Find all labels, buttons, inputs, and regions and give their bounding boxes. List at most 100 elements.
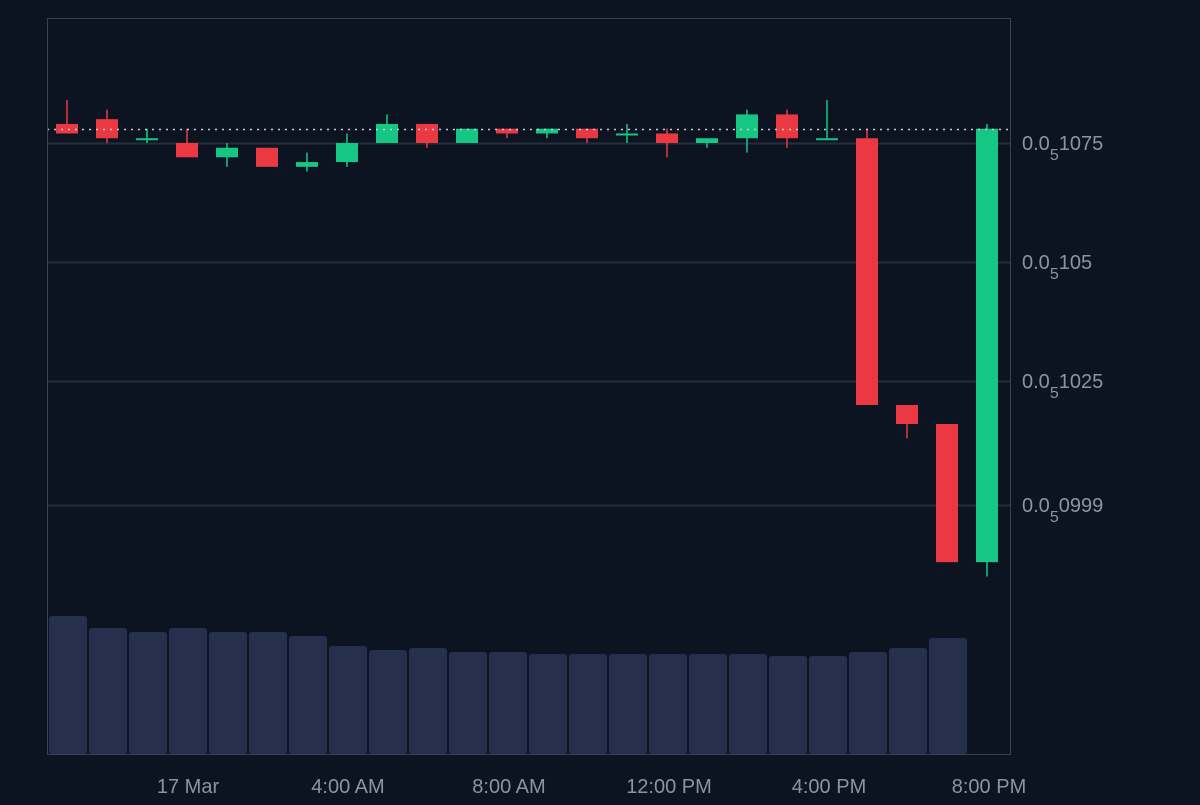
- y-tick-prefix: 0.0: [1022, 133, 1050, 155]
- y-tick-label: 0.05105: [1022, 252, 1092, 283]
- volume-bar: [729, 654, 767, 754]
- candle: [496, 128, 518, 139]
- candle: [616, 123, 638, 143]
- grid-lines: [47, 142, 1010, 507]
- volume-bar: [169, 628, 207, 754]
- candle-body: [456, 128, 478, 143]
- candle: [696, 138, 718, 148]
- candle-body: [416, 123, 438, 143]
- volume-bar: [689, 654, 727, 754]
- volume-bar: [129, 632, 167, 754]
- volume-bars: [49, 616, 967, 754]
- volume-bar: [929, 638, 967, 754]
- candle-body: [256, 147, 278, 167]
- candle: [856, 128, 878, 405]
- candle: [96, 109, 118, 143]
- volume-bar: [569, 654, 607, 754]
- candle-body: [576, 128, 598, 139]
- volume-bar: [649, 654, 687, 754]
- y-tick-subscript: 5: [1050, 147, 1059, 164]
- volume-bar: [329, 646, 367, 754]
- volume-bar: [889, 648, 927, 754]
- candle: [336, 133, 358, 167]
- candle: [936, 424, 958, 563]
- y-tick-subscript: 5: [1050, 385, 1059, 402]
- y-tick-subscript: 5: [1050, 509, 1059, 526]
- candle-body: [496, 128, 518, 134]
- volume-bar: [249, 632, 287, 754]
- x-tick-label: 4:00 PM: [792, 776, 866, 798]
- y-tick-digits: 105: [1059, 252, 1092, 274]
- y-tick-prefix: 0.0: [1022, 495, 1050, 517]
- y-tick-label: 0.051075: [1022, 133, 1103, 164]
- candle: [56, 100, 78, 134]
- candle-body: [856, 138, 878, 405]
- candle: [176, 128, 198, 158]
- x-tick-label: 8:00 PM: [952, 776, 1026, 798]
- x-tick-label: 17 Mar: [157, 776, 220, 798]
- candle: [136, 128, 158, 143]
- x-tick-label: 8:00 AM: [472, 776, 545, 798]
- volume-bar: [209, 632, 247, 754]
- candle-body: [56, 123, 78, 134]
- volume-bar: [489, 652, 527, 754]
- volume-bar: [529, 654, 567, 754]
- candle-body: [216, 147, 238, 158]
- candle-body: [936, 424, 958, 563]
- y-tick-label: 0.050999: [1022, 495, 1103, 526]
- x-tick-label: 12:00 PM: [626, 776, 712, 798]
- volume-bar: [449, 652, 487, 754]
- x-axis-labels: 17 Mar 4:00 AM 8:00 AM 12:00 PM 4:00 PM 8:00 …: [157, 776, 1026, 798]
- candle: [656, 128, 678, 158]
- y-tick-digits: 1025: [1059, 371, 1104, 393]
- volume-bar: [849, 652, 887, 754]
- candle: [896, 404, 918, 439]
- candle-body: [736, 114, 758, 139]
- candle: [256, 147, 278, 167]
- candle: [736, 109, 758, 153]
- candle: [576, 128, 598, 143]
- candle: [536, 128, 558, 139]
- candle: [296, 152, 318, 172]
- candle-body: [96, 119, 118, 139]
- candle-body: [296, 162, 318, 167]
- candle-body: [336, 143, 358, 163]
- candle: [376, 114, 398, 143]
- volume-bar: [49, 616, 87, 754]
- candle-body: [656, 133, 678, 143]
- volume-bar: [769, 656, 807, 754]
- y-tick-digits: 1075: [1059, 133, 1104, 155]
- candle-body: [536, 128, 558, 134]
- candle: [456, 128, 478, 143]
- y-tick-subscript: 5: [1050, 266, 1059, 283]
- candle-body: [616, 133, 638, 136]
- y-tick-prefix: 0.0: [1022, 371, 1050, 393]
- y-tick-digits: 0999: [1059, 495, 1104, 517]
- candle-body: [816, 138, 838, 141]
- candle: [416, 123, 438, 148]
- candle-body: [896, 404, 918, 425]
- candle-body: [136, 138, 158, 141]
- volume-bar: [609, 654, 647, 754]
- candles: [56, 100, 998, 577]
- candle-body: [376, 123, 398, 143]
- y-tick-prefix: 0.0: [1022, 252, 1050, 274]
- volume-bar: [369, 650, 407, 754]
- candle-body: [176, 143, 198, 158]
- volume-bar: [809, 656, 847, 754]
- candle-body: [976, 128, 998, 563]
- plot-frame: [47, 18, 1011, 755]
- candle-body: [776, 114, 798, 139]
- volume-bar: [89, 628, 127, 754]
- candle: [216, 143, 238, 167]
- x-tick-label: 4:00 AM: [311, 776, 384, 798]
- y-tick-label: 0.051025: [1022, 371, 1103, 402]
- candle: [816, 100, 838, 141]
- candle: [976, 123, 998, 577]
- candle: [776, 109, 798, 148]
- volume-bar: [289, 636, 327, 754]
- candle-body: [696, 138, 718, 143]
